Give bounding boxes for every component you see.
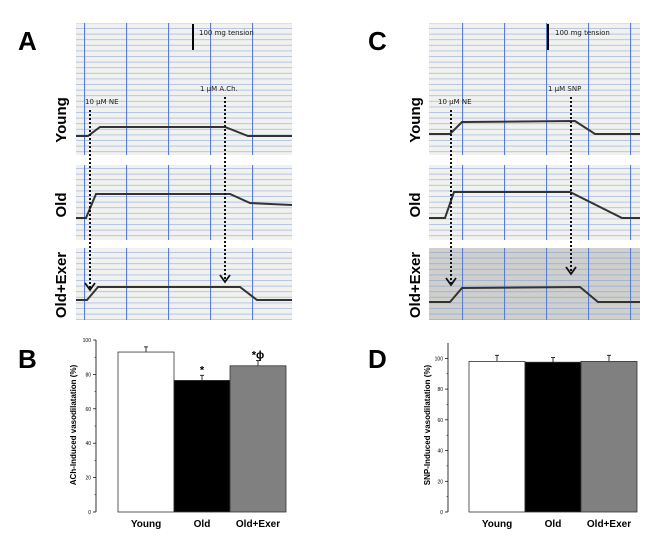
category-label: Old+Exer [236,519,280,530]
chart-b: ACh-Induced vasodilatation (%) 0 20 40 60 80… [69,338,287,530]
trace-a-oldexer [76,286,292,301]
ne-arrow-a [84,110,96,292]
bar-old-exer [580,361,638,513]
y-tick-label: 20 [437,479,443,485]
y-tick-label: 100 [435,356,444,362]
category-label: Old+Exer [587,519,631,530]
scale-label-c: 100 mg tension [555,29,610,37]
y-tick-label: 40 [437,449,443,455]
y-tick-label: 60 [437,418,443,424]
row-label-a-young: Young [53,97,70,143]
chart-paper-a-young [76,23,292,155]
y-tick-label: 80 [437,387,443,393]
chart-b-ylabel: ACh-Induced vasodilatation (%) [69,364,78,485]
row-label-a-oldexer: Old+Exer [53,252,70,318]
trace-a-young [76,126,292,137]
category-label: Old [545,519,562,530]
panel-letter-b: B [18,344,37,374]
y-tick-label: 40 [85,441,91,447]
row-label-c-old: Old [407,193,424,218]
bar-old [524,361,582,513]
bar-young [117,351,175,513]
panel-letter-d: D [368,344,387,374]
y-tick-label: 60 [85,407,91,413]
y-tick-label: 0 [88,510,91,516]
chart-d-ylabel: SNP-Induced vasodilatation (%) [423,364,432,485]
panel-letter-c: C [368,26,387,56]
chart-paper-c-young [429,23,640,155]
bar-old [173,380,231,513]
bar-young [468,361,526,513]
chart-paper-c-old [429,165,640,240]
chart-paper-c-oldexer [429,248,640,320]
drug1-label-c: 10 µM NE [438,98,472,106]
significance-marker: *ϕ [252,350,265,362]
row-label-c-young: Young [407,97,424,143]
category-label: Young [482,519,512,530]
trace-a-old [76,193,293,219]
y-tick-label: 100 [83,338,92,344]
drug2-label-a: 1 µM A.Ch. [200,85,238,93]
addition-arrows [84,97,577,292]
significance-marker: * [200,364,205,376]
chart-paper-a-oldexer [76,248,292,320]
drug2-label-c: 1 µM SNP [548,85,581,93]
panel-letter-a: A [18,26,37,56]
y-tick-label: 20 [85,476,91,482]
chart-d: SNP-Induced vasodilatation (%) 0 20 40 60 80… [423,343,638,530]
scale-label-a: 100 mg tension [199,29,254,37]
row-label-c-oldexer: Old+Exer [407,252,424,318]
y-tick-label: 80 [85,372,91,378]
category-label: Young [131,519,161,530]
y-tick-label: 0 [440,510,443,516]
trace-c-old [429,191,640,219]
category-label: Old [194,519,211,530]
ach-arrow-a [219,97,231,284]
row-label-a-old: Old [53,193,70,218]
trace-c-oldexer [429,285,640,303]
drug1-label-a: 10 µM NE [85,98,119,106]
bar-old-exer [229,365,287,513]
tension-traces [76,23,640,320]
trace-c-young [429,119,640,135]
ne-arrow-c [445,110,457,287]
snp-arrow-c [565,97,577,276]
